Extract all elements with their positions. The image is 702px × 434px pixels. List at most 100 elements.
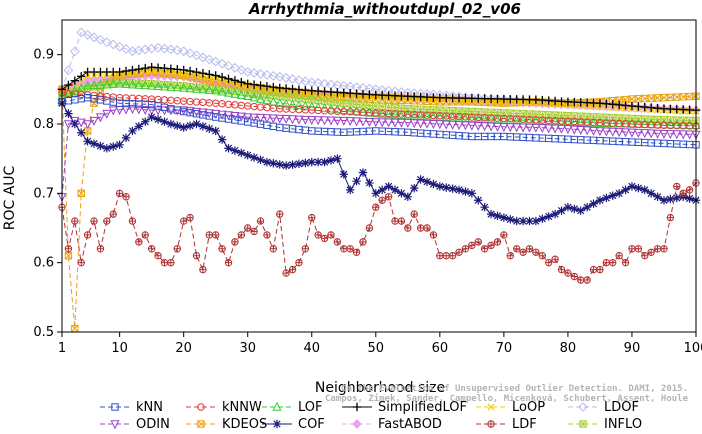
data-point-odin-92 <box>640 129 650 139</box>
data-point-odin-21 <box>185 107 195 117</box>
data-point-odin-22 <box>191 107 201 117</box>
data-point-odin-28 <box>230 111 240 121</box>
data-point-ldf-87 <box>609 258 617 267</box>
data-point-ldf-50 <box>372 203 380 211</box>
legend-item-simplifiedlof: SimplifiedLOF <box>342 400 467 415</box>
plot-frame <box>61 19 697 333</box>
data-point-ldf-46 <box>346 245 354 253</box>
data-point-ldf-25 <box>211 231 220 239</box>
data-point-ldf-20 <box>179 217 188 225</box>
series-ldf <box>58 179 700 284</box>
data-point-odin-40 <box>307 116 317 126</box>
data-point-cof-45 <box>339 170 348 179</box>
data-point-ldf-97 <box>673 182 681 191</box>
data-point-ldf-86 <box>602 258 611 267</box>
data-point-ldof-8 <box>101 37 112 48</box>
data-point-cof-62 <box>448 184 457 193</box>
data-point-simplifiedlof-34 <box>269 82 278 92</box>
data-point-cof-3 <box>70 119 80 129</box>
data-point-odin-95 <box>659 130 669 140</box>
x-tick-label-20: 20 <box>175 341 192 356</box>
data-point-simplifiedlof-21 <box>185 66 195 76</box>
data-point-lof-26 <box>217 86 227 96</box>
data-point-odin-75 <box>531 123 541 133</box>
data-point-odin-45 <box>339 116 349 126</box>
data-point-ldf-63 <box>455 248 463 256</box>
data-point-ldf-29 <box>237 231 246 239</box>
data-point-cof-93 <box>646 189 656 198</box>
data-point-cof-87 <box>608 191 617 200</box>
data-point-odin-81 <box>569 125 579 135</box>
credit-line-1: On the Evaluation of Unsupervised Outlie… <box>341 383 688 394</box>
y-tick-label-0.8: 0.8 <box>33 117 54 132</box>
data-point-simplifiedlof-32 <box>256 81 265 90</box>
data-point-ldof-2 <box>63 65 74 76</box>
credit-line-2: Campos, Zimek, Sander, Campello, Micenko… <box>325 393 689 404</box>
data-point-odin-98 <box>678 130 688 140</box>
data-point-odin-72 <box>512 123 522 133</box>
data-point-simplifiedlof-22 <box>192 67 201 77</box>
data-point-lof-9 <box>108 78 118 88</box>
data-point-lof-17 <box>159 81 169 91</box>
data-point-lof-27 <box>223 87 234 97</box>
data-point-cof-24 <box>205 124 214 133</box>
data-point-odin-31 <box>249 113 259 123</box>
data-point-ldf-73 <box>519 248 527 256</box>
data-point-cof-36 <box>281 161 291 170</box>
data-point-lof-12 <box>127 79 137 89</box>
data-point-cof-78 <box>550 209 560 219</box>
data-point-odin-8 <box>102 109 112 119</box>
data-point-cof-23 <box>198 122 208 131</box>
data-point-cof-60 <box>435 182 445 191</box>
data-point-ldf-22 <box>192 252 201 260</box>
data-point-ldof-38 <box>294 75 304 86</box>
x-tick-label-80: 80 <box>560 341 577 356</box>
data-point-odin-82 <box>576 125 586 136</box>
data-point-cof-42 <box>320 157 329 167</box>
legend-item-loop: LoOP <box>476 400 545 415</box>
data-point-odin-88 <box>614 128 624 138</box>
legend-label-cof: COF <box>298 417 325 432</box>
data-point-lof-55 <box>403 110 413 120</box>
data-point-cof-28 <box>230 146 240 155</box>
data-point-simplifiedlof-14 <box>141 63 150 73</box>
data-point-cof-10 <box>115 140 124 149</box>
data-point-cof-73 <box>518 216 528 226</box>
data-point-cof-85 <box>595 196 605 205</box>
data-point-ldf-91 <box>634 245 643 253</box>
data-point-lof-61 <box>441 112 451 122</box>
data-point-ldf-16 <box>154 252 162 260</box>
data-point-cof-54 <box>397 189 406 198</box>
data-point-cof-88 <box>614 189 624 198</box>
data-point-ldf-17 <box>160 258 169 267</box>
data-point-ldf-41 <box>314 231 322 239</box>
data-point-ldf-98 <box>679 189 687 198</box>
data-point-ldf-35 <box>276 210 284 218</box>
data-point-cof-89 <box>621 185 630 195</box>
data-point-cof-67 <box>480 203 489 212</box>
data-point-simplifiedlof-33 <box>262 82 272 91</box>
data-point-lof-94 <box>653 119 663 129</box>
data-point-ldf-31 <box>250 227 258 236</box>
data-point-lof-65 <box>467 113 477 123</box>
data-point-odin-44 <box>332 116 342 126</box>
series-knnw <box>58 89 700 130</box>
data-point-ldf-3 <box>71 217 79 225</box>
data-point-odin-47 <box>352 117 362 127</box>
data-point-lof-45 <box>339 104 349 114</box>
data-point-ldof-5 <box>82 29 93 40</box>
data-point-odin-77 <box>544 124 554 134</box>
data-point-ldf-49 <box>365 224 374 232</box>
data-point-ldof-36 <box>281 73 292 83</box>
data-point-cof-57 <box>416 175 425 184</box>
data-point-simplifiedlof-4 <box>77 72 86 81</box>
data-point-odin-89 <box>621 128 631 138</box>
data-point-simplifiedlof-23 <box>198 69 208 78</box>
data-point-ldf-40 <box>308 213 316 222</box>
data-point-odin-15 <box>147 106 157 116</box>
data-point-ldf-2 <box>64 245 73 253</box>
data-point-cof-80 <box>563 203 573 212</box>
data-point-cof-12 <box>128 126 137 136</box>
data-point-ldf-15 <box>147 245 156 253</box>
data-point-odin-37 <box>288 115 298 125</box>
